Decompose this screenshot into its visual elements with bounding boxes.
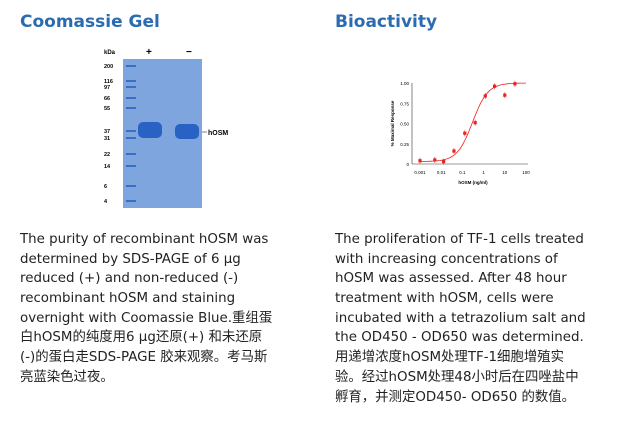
marker-band [126,153,136,155]
marker-band [126,86,136,88]
marker-label: 55 [104,106,110,112]
description-line: the OD450 - OD650 was determined. [335,330,584,346]
description-line: determined by SDS-PAGE of 6 µg [20,251,241,267]
marker-band [126,107,136,109]
y-tick-label: 1.00 [400,81,409,86]
data-point [433,158,437,162]
description-line: 孵育，并测定OD450- OD650 的数值。 [335,389,576,405]
x-tick-label: 100 [522,170,530,175]
x-tick-label: 10 [502,170,508,175]
description-line: 白hOSM的纯度用6 µg还原(+) 和未还原 [20,330,263,346]
x-tick-label: 0.01 [437,170,446,175]
x-tick-label: 0.1 [459,170,466,175]
band-reduced [138,122,162,138]
y-tick-label: 0.25 [400,142,409,147]
marker-band [126,165,136,167]
data-point [442,159,446,164]
description-line: overnight with Coomassie Blue.重组蛋 [20,310,273,326]
data-point [503,93,507,97]
bioactivity-chart: 0 0.25 0.50 0.75 1.00 0.001 0.01 0.1 1 10 100 hOSM … [390,80,530,185]
marker-band [126,65,136,67]
band-label: hOSM [208,130,228,137]
marker-band [126,137,136,139]
description-line: with increasing concentrations of [335,251,558,267]
description-line: The purity of recombinant hOSM was [20,232,269,247]
description-line: (-)的蛋白走SDS-PAGE 胶来观察。考马斯 [20,350,268,366]
data-point [418,159,422,163]
marker-band [126,130,136,132]
description-line: 用递增浓度hOSM处理TF-1细胞增殖实 [335,350,564,366]
marker-label: 97 [104,85,110,91]
x-tick-label: 0.001 [414,170,426,175]
y-tick-label: 0 [406,162,409,167]
description-line: reduced (+) and non-reduced (-) [20,271,239,287]
x-tick-label: 1 [482,170,485,175]
y-tick-label: 0.75 [400,101,409,106]
y-tick-label: 0.50 [400,122,409,127]
description-line: The proliferation of TF-1 cells treated [335,232,584,247]
fit-curve [420,82,526,162]
marker-label: 200 [104,64,113,70]
section-title: Bioactivity [335,12,438,32]
marker-label: 14 [104,164,111,170]
marker-band [126,200,136,202]
bioactivity-description: The proliferation of TF-1 cells treated w… [335,230,586,407]
marker-label: 6 [104,184,107,190]
marker-label: 22 [104,152,110,158]
data-point [492,84,497,88]
y-axis-label: % Maximal Response [390,100,395,146]
section-title: Coomassie Gel [20,12,160,32]
marker-label: 4 [104,199,108,205]
kda-label: kDa [104,50,116,56]
description-line: recombinant hOSM and staining [20,291,236,307]
lane-nonreduced-label: − [186,47,192,58]
data-point [463,131,467,135]
description-line: 验。经过hOSM处理48小时后在四唑盐中 [335,369,579,385]
marker-label: 31 [104,136,110,142]
description-line: 亮蓝染色过夜。 [20,369,114,385]
description-line: hOSM was assessed. After 48 hour [335,271,567,287]
marker-band [126,97,136,99]
marker-label: 37 [104,129,110,135]
marker-label: 66 [104,96,110,102]
gel-description: The purity of recombinant hOSM was determ… [20,230,272,388]
data-point [483,94,487,98]
data-point [452,149,456,153]
lane-reduced-label: + [146,47,152,58]
band-nonreduced [175,124,199,139]
marker-label: 116 [104,79,113,85]
marker-band [126,185,136,187]
data-point [473,121,477,125]
description-line: treatment with hOSM, cells were [335,291,554,307]
marker-band [126,80,136,82]
description-line: incubated with a tetrazolium salt and [335,310,586,326]
x-axis-label: hOSM (ng/ml) [458,180,488,185]
data-point [513,82,517,86]
